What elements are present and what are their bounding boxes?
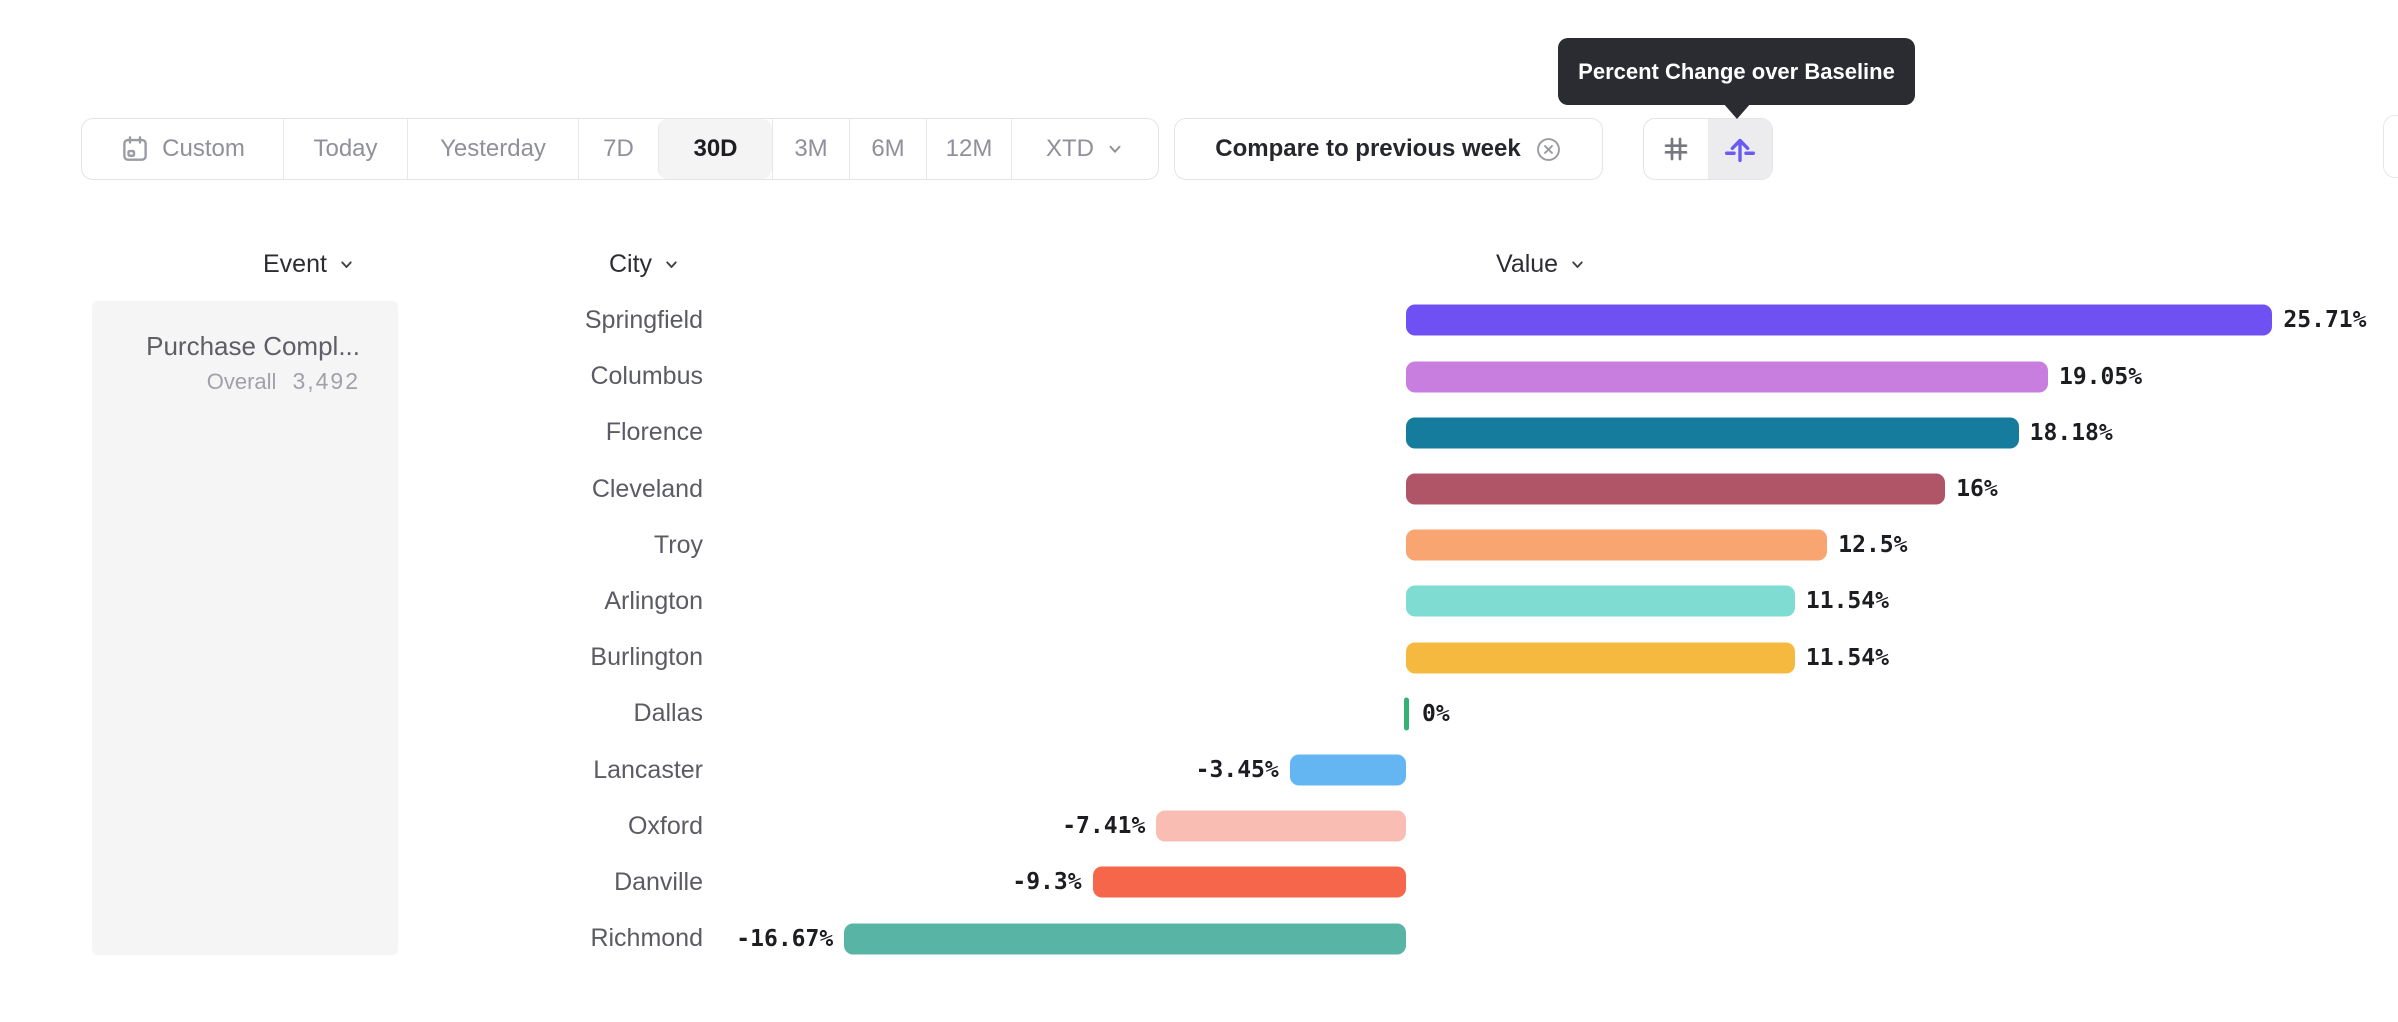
chart-row: Columbus 19.05%	[0, 349, 2398, 405]
toggle-grid-view[interactable]	[1644, 119, 1708, 179]
date-range-label: 7D	[603, 135, 634, 162]
chart-row: Florence 18.18%	[0, 405, 2398, 461]
chart-row: Lancaster -3.45%	[0, 742, 2398, 798]
date-range-label: Custom	[162, 135, 245, 162]
city-label: Richmond	[590, 924, 703, 953]
chart-row: Cleveland 16%	[0, 461, 2398, 517]
date-range-yesterday[interactable]: Yesterday	[407, 119, 578, 179]
date-range-xtd[interactable]: XTD	[1011, 119, 1158, 179]
city-label: Springfield	[584, 305, 703, 334]
date-range-3m[interactable]: 3M	[772, 119, 849, 179]
chart-row: Burlington 11.54%	[0, 630, 2398, 686]
bar-zero-tick[interactable]	[1404, 697, 1409, 731]
date-range-label: 30D	[693, 135, 738, 162]
value-label: 25.71%	[2283, 307, 2367, 334]
city-label: Arlington	[604, 586, 703, 615]
column-header-city[interactable]: City	[609, 249, 680, 279]
date-range-30d[interactable]: 30D	[658, 119, 772, 179]
tooltip-percent-change-over-baseline: Percent Change over Baseline	[1558, 38, 1915, 105]
grid-hash-icon	[1660, 133, 1692, 165]
value-label: -7.41%	[1062, 813, 1146, 840]
chevron-down-icon	[338, 256, 355, 273]
remove-compare-icon[interactable]	[1535, 136, 1562, 163]
city-label: Oxford	[627, 811, 703, 840]
value-label: 19.05%	[2058, 363, 2143, 390]
chart-row: Springfield 25.71%	[0, 292, 2398, 348]
bar-negative[interactable]	[1289, 754, 1406, 786]
date-range-today[interactable]: Today	[283, 119, 407, 179]
value-label: 16%	[1956, 476, 1998, 503]
bar-positive[interactable]	[1406, 304, 2273, 336]
value-label: -9.3%	[1012, 869, 1082, 896]
event-card[interactable]: Purchase Compl... Overall 3,492	[92, 301, 398, 955]
bar-positive[interactable]	[1406, 361, 2048, 393]
value-label: -3.45%	[1195, 757, 1279, 784]
bar-positive[interactable]	[1406, 417, 2019, 449]
city-label: Lancaster	[593, 755, 703, 784]
chart-row: Richmond -16.67%	[0, 911, 2398, 967]
chevron-down-icon	[663, 256, 680, 273]
date-range-label: XTD	[1046, 135, 1094, 162]
date-range-label: 12M	[945, 135, 993, 162]
value-label: 11.54%	[1805, 644, 1889, 671]
value-label: -16.67%	[736, 925, 834, 952]
column-header-value[interactable]: Value	[1496, 249, 1586, 279]
chart-row: Troy 12.5%	[0, 517, 2398, 573]
date-range-label: Yesterday	[440, 135, 546, 162]
date-range-label: Today	[313, 135, 378, 162]
city-label: Florence	[605, 418, 703, 447]
date-range-label: 6M	[871, 135, 905, 162]
column-header-label: Value	[1496, 249, 1559, 278]
bar-positive[interactable]	[1406, 585, 1795, 617]
chart-row: Danville -9.3%	[0, 854, 2398, 910]
value-label: 0%	[1422, 700, 1450, 727]
chart-row: Arlington 11.54%	[0, 573, 2398, 629]
overall-label: Overall	[206, 369, 277, 394]
calendar-icon	[120, 134, 150, 164]
date-range-control: Custom Today Yesterday 7D 30D 3M 6M 12M …	[81, 118, 1159, 180]
date-range-custom[interactable]: Custom	[82, 119, 283, 179]
toggle-percent-change-baseline[interactable]	[1708, 119, 1772, 179]
bar-positive[interactable]	[1406, 529, 1828, 561]
event-overall: Overall 3,492	[207, 368, 360, 395]
column-header-label: Event	[263, 249, 327, 278]
value-label: 12.5%	[1838, 532, 1908, 559]
chart-row: Dallas 0%	[0, 686, 2398, 742]
date-range-label: 3M	[794, 135, 828, 162]
city-label: Dallas	[633, 699, 703, 728]
date-range-6m[interactable]: 6M	[849, 119, 926, 179]
value-display-toggle	[1643, 118, 1773, 180]
bar-positive[interactable]	[1406, 642, 1795, 674]
column-header-event[interactable]: Event	[263, 249, 355, 279]
date-range-12m[interactable]: 12M	[926, 119, 1011, 179]
date-range-7d[interactable]: 7D	[578, 119, 658, 179]
city-label: Columbus	[590, 362, 703, 391]
overall-value: 3,492	[292, 368, 360, 394]
compare-to-previous-button[interactable]: Compare to previous week	[1174, 118, 1603, 180]
value-label: 18.18%	[2029, 419, 2113, 446]
arrow-up-baseline-icon	[1723, 132, 1757, 166]
event-title: Purchase Compl...	[146, 331, 360, 361]
bar-negative[interactable]	[1156, 810, 1406, 842]
bar-negative[interactable]	[844, 923, 1406, 955]
compare-label: Compare to previous week	[1215, 135, 1521, 162]
tooltip-text: Percent Change over Baseline	[1578, 58, 1895, 84]
chart-row: Oxford -7.41%	[0, 798, 2398, 854]
bar-positive[interactable]	[1406, 473, 1946, 505]
city-label: Burlington	[590, 643, 703, 672]
bar-negative[interactable]	[1092, 866, 1406, 898]
city-label: Cleveland	[591, 474, 703, 503]
column-header-label: City	[609, 249, 653, 278]
value-label: 11.54%	[1805, 588, 1889, 615]
tooltip-pointer	[1723, 103, 1751, 119]
chevron-down-icon	[1569, 256, 1586, 273]
chevron-down-icon	[1106, 140, 1124, 158]
city-label: Danville	[614, 867, 703, 896]
city-label: Troy	[653, 530, 703, 559]
